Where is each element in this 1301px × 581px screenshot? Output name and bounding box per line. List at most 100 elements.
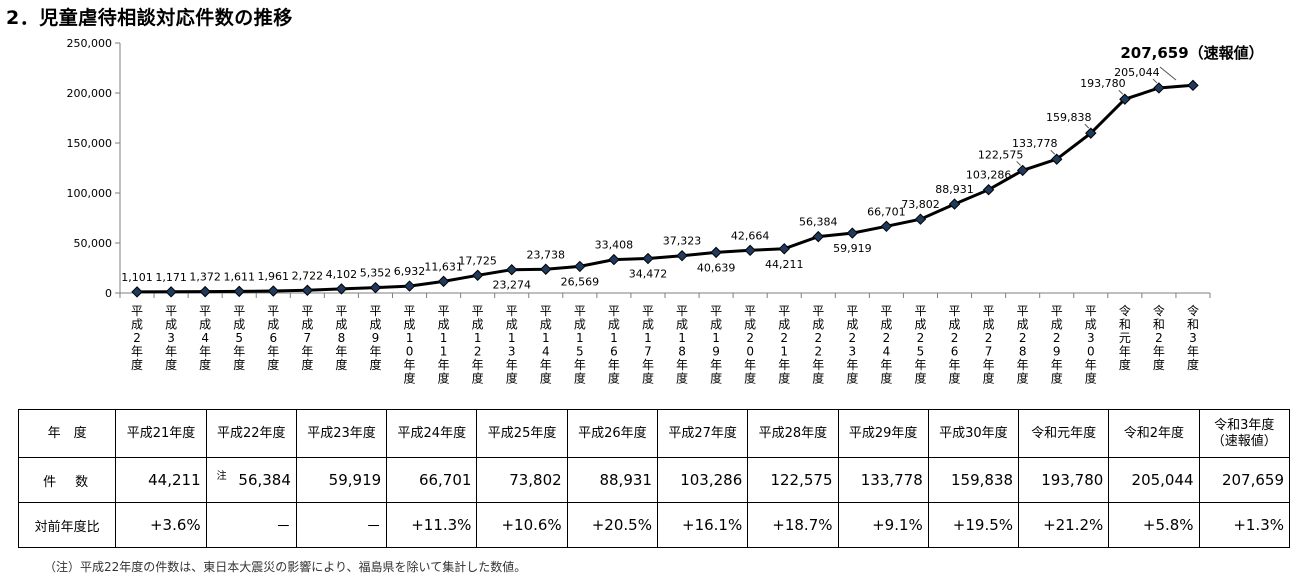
x-tick-label: 令和元年度 <box>1119 303 1131 372</box>
data-label: 2,722 <box>292 269 324 282</box>
data-label: 103,286 <box>966 169 1012 182</box>
table-count-cell: 59,919 <box>295 457 388 503</box>
data-table: 年 度 平成21年度 平成22年度 平成23年度 平成24年度 平成25年度 平成26年度… <box>17 409 1291 548</box>
data-label: 66,701 <box>867 205 906 218</box>
data-point-marker <box>812 230 824 243</box>
table-ratio-cell: +1.3% <box>1198 502 1291 548</box>
data-label-leader <box>1050 149 1056 155</box>
table-count-cell: 103,286 <box>656 457 749 503</box>
table-year-header: 令和2年度 <box>1108 409 1200 458</box>
table-ratio-cell: － <box>295 502 388 548</box>
x-tick-label: 令和 2 年度 <box>1153 303 1165 372</box>
x-tick-label: 平成 1 9 年度 <box>710 304 722 386</box>
table-ratio-cell: +18.7% <box>747 502 839 548</box>
table-ratio-row: 対前年度比 +3.6% －－ +11.3% +10.6% +20.5% +16.1% +18… <box>17 502 1291 548</box>
data-point-marker <box>846 227 859 239</box>
y-tick-label: 50,000 <box>74 237 113 250</box>
data-label-leader <box>1152 78 1158 84</box>
data-point-marker <box>608 253 620 266</box>
data-label: 122,575 <box>978 148 1024 161</box>
table-year-header: 平成23年度 <box>295 409 388 458</box>
table-count-row: 件 数 44,211 注 56,384 59,919 66,701 73,802 88,93… <box>17 457 1291 503</box>
x-tick-label: 令和 3 年度 <box>1187 303 1199 372</box>
data-point-marker <box>233 285 245 298</box>
table-count-cell: 133,778 <box>837 457 929 503</box>
x-tick-label: 平成 8 年度 <box>335 304 347 372</box>
data-point-marker <box>778 243 790 255</box>
data-label: 1,372 <box>189 271 221 284</box>
footnote: （注）平成22年度の件数は、東日本大震災の影響により、福島県を除いて集計した数値… <box>44 560 527 574</box>
table-ratio-cell: － <box>205 502 297 548</box>
data-label: 1,611 <box>223 270 255 283</box>
data-point-marker <box>301 284 314 296</box>
table-year-header: 平成25年度 <box>476 409 568 458</box>
data-label: 37,323 <box>663 235 702 248</box>
x-tick-label: 平成 2 年度 <box>131 304 143 372</box>
y-tick-label: 0 <box>105 287 112 300</box>
data-point-marker <box>403 280 416 292</box>
data-label: 59,919 <box>833 242 872 255</box>
x-tick-label: 平成 7 年度 <box>301 304 313 372</box>
y-tick-label: 250,000 <box>67 37 113 50</box>
table-year-header: 平成30年度 <box>927 409 1020 458</box>
table-count-cell: 193,780 <box>1018 457 1110 503</box>
data-label: 1,101 <box>121 271 153 284</box>
table-ratio-cell: +10.6% <box>476 502 568 548</box>
x-tick-label: 平成 1 4 年度 <box>540 304 552 386</box>
x-tick-label: 平成 9 年度 <box>369 304 381 372</box>
series-line <box>136 83 1194 294</box>
table-count-cell: 44,211 <box>115 457 207 503</box>
data-label: 88,931 <box>935 183 974 196</box>
data-label: 4,102 <box>326 268 358 281</box>
x-tick-label: 平成 1 2 年度 <box>472 304 484 386</box>
x-tick-label: 平成 1 8 年度 <box>676 304 688 386</box>
data-label: 1,961 <box>258 270 290 283</box>
table-ratio-cell: +20.5% <box>566 502 658 548</box>
data-label: 6,932 <box>394 265 426 278</box>
data-point-marker <box>1051 153 1063 165</box>
table-year-header: 平成22年度 <box>205 409 297 458</box>
x-tick-label: 平成 2 3 年度 <box>846 304 858 386</box>
data-label: 23,274 <box>492 279 531 292</box>
x-tick-label: 平成 3 年度 <box>165 304 177 372</box>
data-label: 23,738 <box>527 248 566 261</box>
y-tick-label: 100,000 <box>67 187 113 200</box>
page-title: 2．児童虐待相談対応件数の推移 <box>6 7 293 29</box>
x-tick-label: 平成 2 2 年度 <box>812 304 824 386</box>
data-point-marker <box>642 252 654 265</box>
data-point-marker <box>369 281 382 294</box>
table-ratio-label: 対前年度比 <box>17 502 117 548</box>
x-tick-label: 平成 4 年度 <box>199 304 211 372</box>
x-tick-label: 平成 1 6 年度 <box>608 304 620 386</box>
table-year-header: 令和元年度 <box>1018 409 1110 458</box>
data-point-marker <box>1119 93 1131 105</box>
data-point-marker <box>1016 164 1029 177</box>
table-year-header: 平成21年度 <box>115 409 207 458</box>
table-year-header: 平成27年度 <box>656 409 749 458</box>
table-count-label: 件 数 <box>17 457 117 503</box>
table-year-header: 令和3年度 （速報値） <box>1198 409 1291 458</box>
data-point-marker <box>1085 127 1097 139</box>
data-point-marker <box>1187 79 1199 92</box>
data-label: 73,802 <box>901 198 940 211</box>
x-tick-label: 平成 2 4 年度 <box>880 304 892 386</box>
data-label: 5,352 <box>360 267 392 280</box>
data-point-marker <box>982 184 995 196</box>
table-count-cell: 88,931 <box>566 457 658 503</box>
data-label: 159,838 <box>1046 111 1092 124</box>
data-point-marker <box>948 198 961 210</box>
data-label: 56,384 <box>799 216 838 229</box>
line-chart: 0 50,000 100,000 150,000 200,000 250,000 平成 2 年度… <box>67 37 1264 386</box>
data-point-marker <box>574 260 586 273</box>
data-point-marker <box>710 246 722 259</box>
data-point-marker <box>199 285 211 298</box>
data-point-marker <box>267 285 279 297</box>
data-point-marker <box>335 283 348 295</box>
table-year-header: 平成29年度 <box>837 409 929 458</box>
table-year-header: 平成24年度 <box>386 409 478 458</box>
table-year-header: 平成26年度 <box>566 409 658 458</box>
x-tick-label: 平成 2 1 年度 <box>778 304 790 386</box>
data-label: 26,569 <box>561 275 600 288</box>
x-tick-label: 平成 1 3 年度 <box>506 304 518 386</box>
table-ratio-cell: +5.8% <box>1108 502 1200 548</box>
